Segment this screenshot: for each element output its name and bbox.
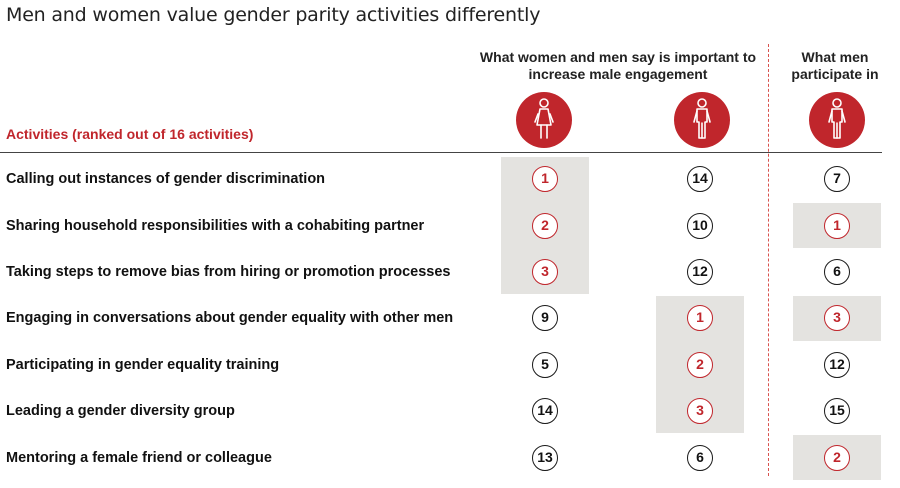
rank-badge: 1 xyxy=(824,212,850,239)
rank-badge: 14 xyxy=(687,166,713,193)
rank-badge: 1 xyxy=(687,305,713,332)
rank-badge: 12 xyxy=(687,259,713,285)
activities-label: Activities (ranked out of 16 activities) xyxy=(6,126,254,142)
rank-badge: 10 xyxy=(687,212,713,239)
column-header-important: What women and men say is important to i… xyxy=(479,49,757,82)
rank-badge: 3 xyxy=(687,398,713,425)
activity-label: Leading a gender diversity group xyxy=(6,403,235,420)
rank-badge: 3 xyxy=(532,259,558,285)
female-figure-icon xyxy=(516,92,572,148)
chart-title: Men and women value gender parity activi… xyxy=(6,4,541,26)
rank-badge: 1 xyxy=(532,166,558,193)
rank-badge: 6 xyxy=(687,444,713,471)
rank-badge: 13 xyxy=(532,444,558,471)
rank-badge: 15 xyxy=(824,398,850,425)
activity-label: Participating in gender equality trainin… xyxy=(6,356,280,373)
activity-label: Engaging in conversations about gender e… xyxy=(6,310,454,327)
rank-badge: 9 xyxy=(532,305,558,332)
rank-badge: 6 xyxy=(824,259,850,285)
rank-badge: 2 xyxy=(532,212,558,239)
male-figure-icon xyxy=(809,92,865,148)
column-divider xyxy=(768,44,769,476)
rank-badge: 14 xyxy=(532,398,558,425)
activity-label: Sharing household responsibilities with … xyxy=(6,217,425,234)
male-figure-icon xyxy=(674,92,730,148)
rank-badge: 2 xyxy=(687,351,713,378)
rank-badge: 5 xyxy=(532,351,558,378)
rank-badge: 7 xyxy=(824,166,850,193)
rank-badge: 3 xyxy=(824,305,850,332)
activity-label: Mentoring a female friend or colleague xyxy=(6,449,272,466)
header-rule xyxy=(0,152,882,153)
column-header-participate: What men participate in xyxy=(791,49,879,82)
rank-badge: 2 xyxy=(824,444,850,471)
activity-label: Calling out instances of gender discrimi… xyxy=(6,171,326,188)
rank-badge: 12 xyxy=(824,351,850,378)
activity-label: Taking steps to remove bias from hiring … xyxy=(6,264,451,280)
